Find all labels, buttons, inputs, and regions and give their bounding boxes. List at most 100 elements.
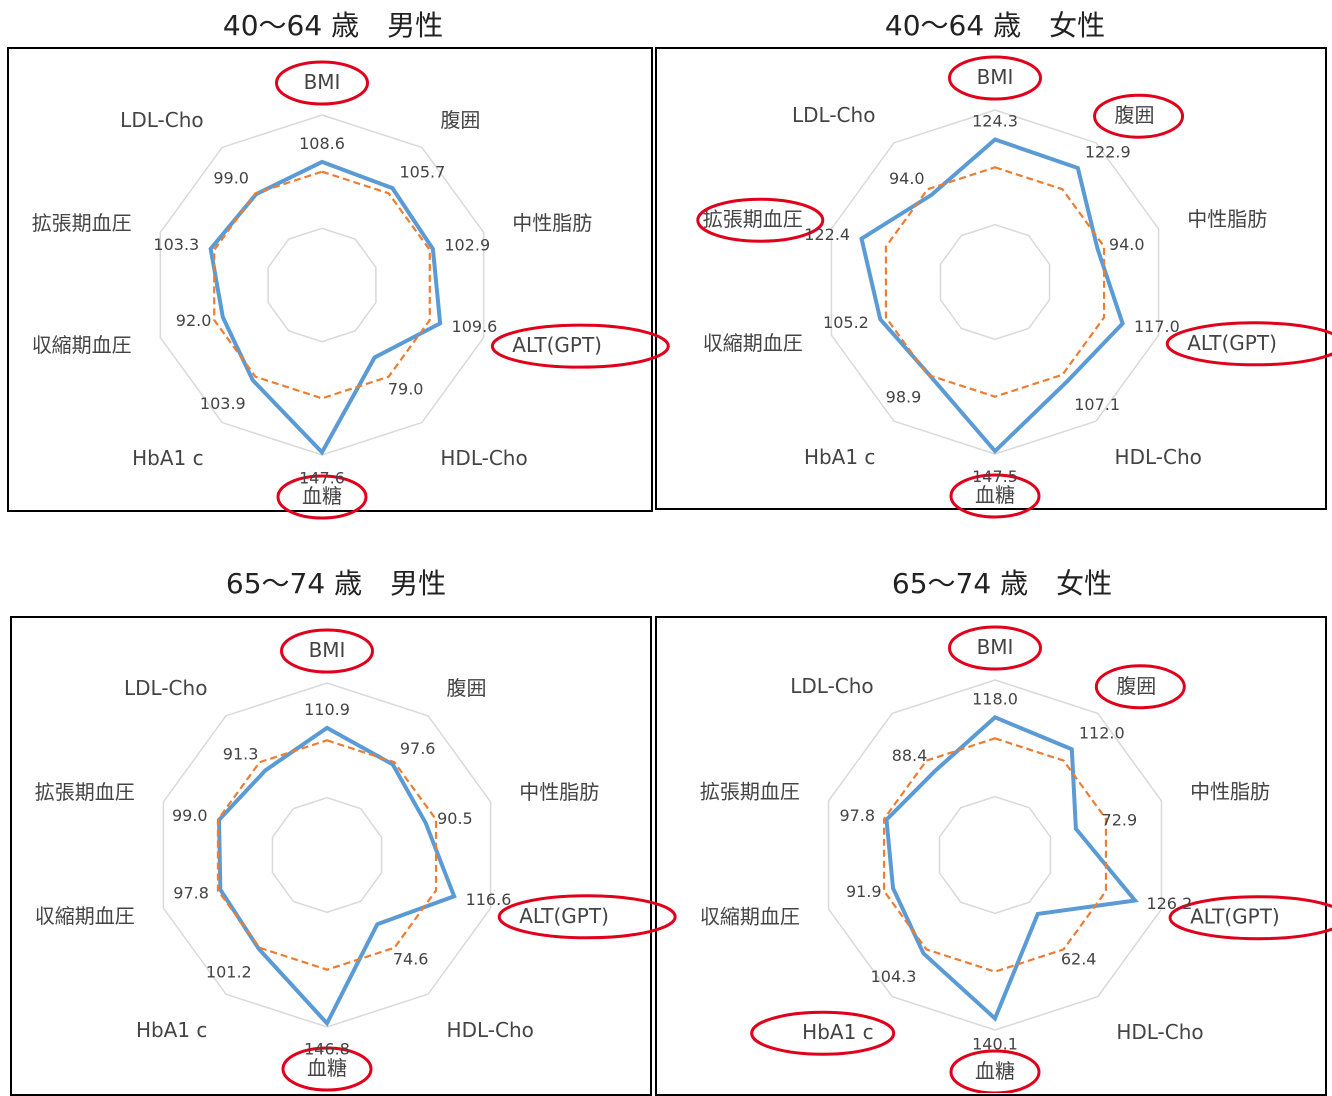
chart4-axis-label: ALT(GPT) bbox=[1190, 905, 1280, 929]
chart3-data-label: 74.6 bbox=[393, 950, 429, 969]
chart1-grid-ring-1 bbox=[267, 227, 377, 343]
chart4-axis-label: 中性脂肪 bbox=[1190, 779, 1270, 803]
chart1-data-label: 147.6 bbox=[299, 468, 345, 487]
chart2-axis-label: 中性脂肪 bbox=[1187, 207, 1267, 231]
chart1-actual-series bbox=[208, 159, 443, 456]
panel-title-2: 40～64 歳 女性 bbox=[884, 9, 1106, 42]
chart4-axis-label: HDL-Cho bbox=[1116, 1020, 1203, 1044]
chart3-axis-label: 中性脂肪 bbox=[519, 780, 599, 804]
chart1-axis-label: BMI bbox=[304, 70, 341, 94]
chart4-data-label: 126.2 bbox=[1146, 894, 1192, 913]
chart4-grid-ring-2 bbox=[827, 679, 1163, 1031]
chart3-axis-label: ALT(GPT) bbox=[519, 904, 609, 928]
chart4-axis-label: 腹囲 bbox=[1116, 674, 1156, 698]
panel-title-4: 65～74 歳 女性 bbox=[891, 567, 1113, 600]
chart3-data-label: 97.6 bbox=[400, 739, 436, 758]
chart2-axis-label: LDL-Cho bbox=[792, 103, 875, 127]
chart3-axis-label: BMI bbox=[309, 638, 346, 662]
chart1-axis-label: HbA1 c bbox=[132, 446, 204, 470]
chart4-axis-label: 収縮期血圧 bbox=[700, 905, 800, 929]
chart4-highlight-ellipse bbox=[750, 1010, 896, 1056]
chart3-data-label: 91.3 bbox=[223, 745, 259, 764]
chart2-highlight-ellipse bbox=[1093, 93, 1185, 139]
chart2-highlight-ellipse bbox=[696, 197, 825, 243]
chart2-data-label: 105.2 bbox=[823, 313, 869, 332]
chart4-data-label: 112.0 bbox=[1079, 724, 1125, 743]
chart4-reference-series bbox=[882, 737, 1108, 973]
chart4-axis-label: LDL-Cho bbox=[790, 674, 873, 698]
chart4-highlight-ellipse bbox=[948, 625, 1042, 671]
chart1-axis-label: 血糖 bbox=[302, 484, 342, 508]
chart3-axis-label: LDL-Cho bbox=[124, 676, 207, 700]
chart-panel-2 bbox=[655, 47, 1327, 510]
chart2-data-label: 122.4 bbox=[804, 225, 850, 244]
chart4-data-label: 91.9 bbox=[846, 882, 882, 901]
chart3-data-label: 110.9 bbox=[304, 700, 350, 719]
chart2-reference-series bbox=[884, 166, 1106, 398]
chart4-data-label: 140.1 bbox=[972, 1034, 1018, 1053]
chart2-data-label: 94.0 bbox=[1109, 235, 1145, 254]
chart2-highlight-ellipse bbox=[1165, 321, 1332, 367]
chart4-axis-label: HbA1 c bbox=[802, 1020, 874, 1044]
chart2-highlight-ellipse bbox=[949, 473, 1041, 519]
chart1-axis-label: 腹囲 bbox=[440, 108, 480, 132]
chart3-axis-label: HDL-Cho bbox=[447, 1018, 534, 1042]
chart1-axis-label: 収縮期血圧 bbox=[32, 333, 132, 357]
chart4-axis-label: BMI bbox=[977, 635, 1014, 659]
chart3-data-label: 90.5 bbox=[437, 809, 473, 828]
chart4-data-label: 97.8 bbox=[839, 806, 875, 825]
chart2-data-label: 124.3 bbox=[972, 111, 1018, 130]
chart1-data-label: 79.0 bbox=[388, 380, 424, 399]
chart3-data-label: 146.8 bbox=[304, 1039, 350, 1058]
chart3-axis-label: 腹囲 bbox=[447, 676, 487, 700]
chart1-reference-series bbox=[213, 170, 431, 400]
chart2-axis-label: HbA1 c bbox=[804, 445, 876, 469]
chart3-data-label: 116.6 bbox=[466, 890, 512, 909]
chart3-grid-ring-2 bbox=[162, 682, 492, 1028]
chart2-axis-label: 血糖 bbox=[975, 483, 1015, 507]
chart2-data-label: 122.9 bbox=[1085, 142, 1131, 161]
chart-panel-1 bbox=[7, 47, 653, 512]
chart4-data-label: 104.3 bbox=[871, 967, 917, 986]
chart3-highlight-ellipse bbox=[497, 894, 677, 940]
chart4-data-label: 62.4 bbox=[1061, 950, 1097, 969]
chart2-axis-label: 腹囲 bbox=[1115, 103, 1155, 127]
chart3-axis-label: HbA1 c bbox=[136, 1018, 208, 1042]
chart3-actual-series bbox=[217, 725, 457, 1027]
chart3-axis-label: 拡張期血圧 bbox=[35, 780, 135, 804]
chart3-highlight-ellipse bbox=[280, 628, 374, 674]
chart1-axis-label: 拡張期血圧 bbox=[32, 211, 132, 235]
chart4-axis-label: 血糖 bbox=[975, 1059, 1015, 1083]
chart3-data-label: 101.2 bbox=[206, 963, 252, 982]
chart1-data-label: 102.9 bbox=[444, 235, 490, 254]
chart1-data-label: 92.0 bbox=[176, 311, 212, 330]
chart2-data-label: 147.5 bbox=[972, 467, 1018, 486]
panel-title-1: 40～64 歳 男性 bbox=[222, 9, 444, 42]
chart2-axis-label: HDL-Cho bbox=[1115, 445, 1202, 469]
chart3-highlight-ellipse bbox=[281, 1046, 373, 1092]
chart1-data-label: 105.7 bbox=[399, 162, 445, 181]
chart3-axis-label: 血糖 bbox=[307, 1056, 347, 1080]
chart1-data-label: 99.0 bbox=[213, 169, 249, 188]
chart1-highlight-ellipse bbox=[490, 323, 670, 369]
chart4-highlight-ellipse bbox=[949, 1049, 1041, 1093]
chart2-data-label: 98.9 bbox=[886, 387, 922, 406]
chart3-reference-series bbox=[216, 739, 438, 971]
chart2-highlight-ellipse bbox=[948, 55, 1042, 101]
chart1-data-label: 109.6 bbox=[452, 317, 498, 336]
chart2-data-label: 117.0 bbox=[1134, 317, 1180, 336]
chart4-data-label: 118.0 bbox=[972, 689, 1018, 708]
chart2-axis-label: ALT(GPT) bbox=[1187, 331, 1277, 355]
chart2-grid-ring-2 bbox=[830, 109, 1160, 455]
chart2-actual-series bbox=[859, 137, 1125, 455]
chart4-grid-ring-1 bbox=[938, 795, 1052, 915]
chart1-highlight-ellipse bbox=[275, 60, 369, 106]
chart2-data-label: 94.0 bbox=[889, 169, 925, 188]
chart2-axis-label: 拡張期血圧 bbox=[703, 207, 803, 231]
chart3-data-label: 99.0 bbox=[172, 806, 208, 825]
chart1-highlight-ellipse bbox=[276, 474, 368, 520]
chart1-axis-label: HDL-Cho bbox=[440, 446, 527, 470]
chart1-axis-label: LDL-Cho bbox=[120, 108, 203, 132]
chart2-axis-label: BMI bbox=[977, 65, 1014, 89]
